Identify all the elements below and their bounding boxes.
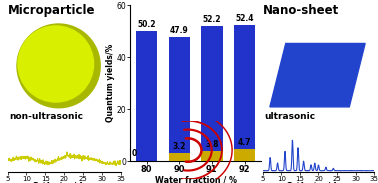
Text: 50.2: 50.2: [138, 20, 156, 29]
Text: 52.2: 52.2: [203, 15, 221, 24]
Polygon shape: [270, 43, 365, 107]
X-axis label: 2 theta /deg: 2 theta /deg: [33, 182, 95, 183]
Bar: [234, 25, 255, 161]
Bar: [234, 149, 255, 161]
Text: 52.4: 52.4: [235, 14, 254, 23]
Text: non-ultrasonic: non-ultrasonic: [9, 112, 84, 121]
Bar: [201, 26, 223, 161]
Text: 3.2: 3.2: [173, 142, 186, 151]
Text: 0: 0: [132, 150, 137, 158]
Bar: [169, 37, 190, 161]
Text: Microparticle: Microparticle: [8, 4, 95, 17]
Text: ultrasonic: ultrasonic: [265, 112, 316, 121]
Circle shape: [18, 26, 94, 102]
Bar: [169, 153, 190, 161]
Text: 3.8: 3.8: [205, 140, 218, 149]
Text: Nano-sheet: Nano-sheet: [263, 4, 339, 17]
Circle shape: [17, 24, 100, 108]
X-axis label: Water fraction / %: Water fraction / %: [155, 176, 237, 183]
Text: 4.7: 4.7: [238, 138, 251, 147]
Bar: [136, 31, 157, 161]
Bar: [201, 151, 223, 161]
Text: 47.9: 47.9: [170, 26, 189, 35]
X-axis label: 2 theta /deg: 2 theta /deg: [287, 182, 350, 183]
Y-axis label: Quantum yields/%: Quantum yields/%: [106, 44, 115, 122]
